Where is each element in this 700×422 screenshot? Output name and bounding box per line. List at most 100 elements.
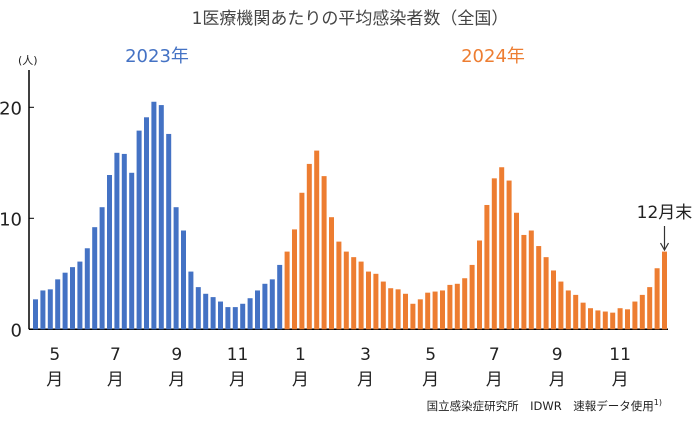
bar-2023 <box>195 287 201 330</box>
bar-2023 <box>77 261 83 330</box>
bar-2023 <box>240 303 246 330</box>
bar-2024 <box>284 251 290 330</box>
bar-2024 <box>417 299 423 330</box>
bar-2023 <box>225 307 231 330</box>
x-tick-unit: 月 <box>107 370 124 390</box>
bar-2024 <box>602 311 608 330</box>
bar-2024 <box>551 270 556 330</box>
bar-2023 <box>203 293 209 330</box>
bar-2024 <box>380 281 386 330</box>
bar-2023 <box>158 105 164 330</box>
arrow-head-icon <box>659 242 670 252</box>
bar-2024 <box>499 167 505 330</box>
bar-2024 <box>639 294 645 330</box>
bar-2024 <box>366 271 371 330</box>
bar-2024 <box>662 251 667 330</box>
bar-2023 <box>107 175 112 330</box>
x-tick-label: 7 <box>110 345 121 365</box>
bar-2023 <box>188 271 194 330</box>
y-tick-label: 10 <box>0 209 22 230</box>
bar-2023 <box>181 230 186 330</box>
y-axis-unit: (人) <box>18 54 38 67</box>
bar-2024 <box>610 312 616 330</box>
bar-2024 <box>358 261 364 330</box>
bar-2023 <box>210 297 216 330</box>
annotation-label: 12月末 <box>637 203 693 223</box>
bar-2023 <box>144 117 149 330</box>
bar-2023 <box>92 227 98 330</box>
bar-2024 <box>469 264 475 330</box>
bar-2024 <box>351 257 357 330</box>
bar-2024 <box>440 290 445 330</box>
x-tick-label: 1 <box>295 345 306 365</box>
bar-2024 <box>388 288 394 330</box>
x-tick-unit: 月 <box>486 370 503 390</box>
bar-2023 <box>99 207 105 330</box>
x-tick-unit: 月 <box>46 370 63 390</box>
bar-2024 <box>506 180 512 330</box>
bar-2024 <box>425 292 431 330</box>
bar-2023 <box>121 153 127 330</box>
bar-2024 <box>299 192 305 330</box>
bar-2023 <box>84 248 90 330</box>
bar-2024 <box>595 310 601 330</box>
bar-2023 <box>136 130 142 330</box>
y-tick-label: 20 <box>0 98 22 119</box>
bar-2023 <box>55 279 61 330</box>
bar-2023 <box>255 290 260 330</box>
bar-2024 <box>491 178 497 330</box>
bar-2024 <box>521 234 527 330</box>
series-label-2024: 2024年 <box>461 46 525 67</box>
bar-2023 <box>70 267 75 330</box>
bar-2024 <box>528 230 534 330</box>
bar-2024 <box>292 229 297 330</box>
bar-2023 <box>173 207 179 330</box>
bar-2023 <box>262 283 268 330</box>
bar-2023 <box>129 172 135 330</box>
bar-2024 <box>625 309 630 330</box>
x-tick-label: 11 <box>609 345 631 365</box>
x-tick-label: 3 <box>360 345 371 365</box>
bar-2023 <box>232 307 238 330</box>
bar-2023 <box>40 290 46 330</box>
x-tick-unit: 月 <box>168 370 185 390</box>
series-label-2023: 2023年 <box>125 46 189 67</box>
bar-2023 <box>151 101 157 330</box>
bar-2023 <box>33 299 38 330</box>
bar-2024 <box>617 308 623 330</box>
bar-2024 <box>484 204 490 330</box>
x-tick-label: 11 <box>227 345 249 365</box>
x-tick-unit: 月 <box>292 370 309 390</box>
bar-2024 <box>647 287 653 330</box>
bar-2024 <box>632 301 638 330</box>
source-text: 国立感染症研究所 IDWR 速報データ使用 <box>426 399 654 413</box>
bar-2024 <box>454 283 460 330</box>
bar-2024 <box>565 290 571 330</box>
bar-2024 <box>432 291 438 330</box>
bar-2024 <box>447 284 453 330</box>
x-tick-label: 5 <box>425 345 436 365</box>
x-tick-label: 5 <box>49 345 60 365</box>
bar-2023 <box>269 279 275 330</box>
bar-2024 <box>514 212 519 330</box>
bar-2024 <box>543 257 549 330</box>
bar-2024 <box>373 273 379 330</box>
chart-title: 1医療機関あたりの平均感染者数（全国） <box>191 9 509 29</box>
bar-2024 <box>321 176 327 330</box>
bar-2024 <box>462 278 468 330</box>
x-tick-unit: 月 <box>422 370 439 390</box>
bar-2023 <box>114 152 120 330</box>
bar-2024 <box>536 246 542 330</box>
x-tick-unit: 月 <box>229 370 246 390</box>
source-footnote: 1) <box>653 398 662 408</box>
bar-2024 <box>329 217 334 330</box>
bar-2023 <box>47 289 53 330</box>
x-tick-unit: 月 <box>549 370 566 390</box>
bar-2024 <box>314 150 320 330</box>
x-tick-unit: 月 <box>612 370 629 390</box>
bar-2024 <box>395 289 401 330</box>
bar-2023 <box>277 264 283 330</box>
bar-2024 <box>343 251 349 330</box>
bar-2023 <box>218 301 223 330</box>
